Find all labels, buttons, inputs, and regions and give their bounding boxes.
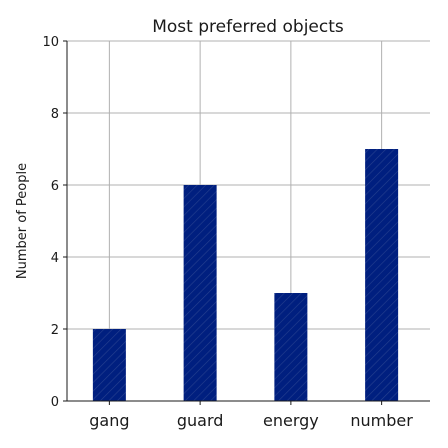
y-tick-label: 0 <box>51 395 59 410</box>
bar-gang <box>92 329 126 401</box>
x-tick-label: number <box>350 411 413 430</box>
x-tick-label: gang <box>89 411 129 430</box>
y-tick-label: 6 <box>51 179 59 194</box>
bar-number <box>365 149 399 401</box>
y-axis-label: Number of People <box>15 163 30 279</box>
bar-layer <box>92 149 399 401</box>
x-tick-label: energy <box>263 411 319 430</box>
y-tick-label: 8 <box>51 107 59 122</box>
bar-guard <box>183 185 217 401</box>
y-tick-label: 2 <box>51 323 59 338</box>
y-tick-label: 10 <box>42 35 59 50</box>
axis-layer <box>66 41 430 402</box>
x-tick-label: guard <box>177 411 224 430</box>
y-tick-label: 4 <box>51 251 59 266</box>
tick-layer: 0 2 4 6 8 10 gang guard energy number <box>42 35 413 430</box>
bar-energy <box>274 293 308 401</box>
chart-title: Most preferred objects <box>152 17 344 37</box>
